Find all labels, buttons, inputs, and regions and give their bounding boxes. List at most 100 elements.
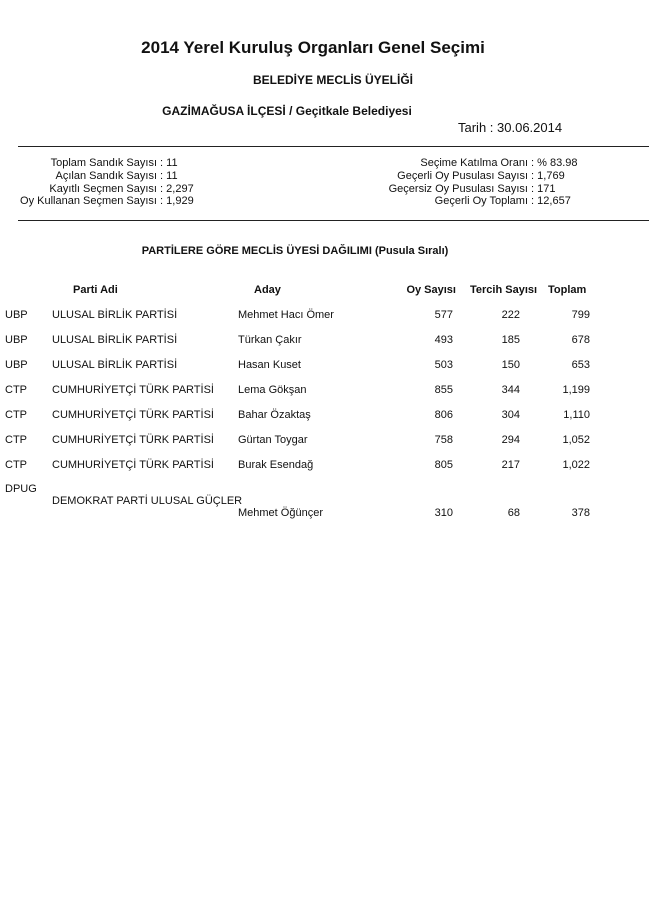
report-title: 2014 Yerel Kuruluş Organları Genel Seçim… [141, 38, 485, 57]
report-date: Tarih : 30.06.2014 [458, 120, 563, 135]
party-abbr: CTP [5, 409, 27, 421]
candidate-name: Türkan Çakır [238, 334, 302, 346]
total-votes: 378 [571, 507, 590, 519]
stat-value: 11 [166, 170, 178, 182]
candidate-name: Lema Gökşan [238, 384, 307, 396]
stat-label: Geçersiz Oy Pusulası Sayısı [388, 183, 528, 195]
header-total: Toplam [548, 284, 587, 296]
party-name: CUMHURİYETÇİ TÜRK PARTİSİ [52, 434, 214, 446]
preference-votes: 304 [501, 409, 520, 421]
stat-item: Açılan Sandık Sayısı : 11 [0, 170, 178, 182]
total-votes: 1,052 [562, 434, 590, 446]
preference-votes: 222 [501, 309, 520, 321]
stat-item: Kayıtlı Seçmen Sayısı : 2,297 [0, 183, 194, 195]
stat-value: 12,657 [537, 195, 571, 207]
stat-value: 1,929 [166, 195, 194, 207]
votes: 493 [434, 334, 453, 346]
stat-separator: : [528, 157, 538, 169]
preference-votes: 294 [501, 434, 520, 446]
district-name: GAZİMAĞUSA İLÇESİ / Geçitkale Belediyesi [162, 104, 412, 118]
total-votes: 1,110 [563, 409, 590, 421]
stat-separator: : [157, 157, 167, 169]
votes: 855 [434, 384, 453, 396]
candidate-name: Gürtan Toygar [238, 434, 308, 446]
header-candidate: Aday [254, 284, 281, 296]
divider-top [18, 146, 649, 147]
votes: 310 [434, 507, 453, 519]
stat-value: 2,297 [166, 183, 194, 195]
report-subtitle: BELEDİYE MECLİS ÜYELİĞİ [252, 73, 414, 87]
total-votes: 1,022 [562, 459, 590, 471]
stat-label: Seçime Katılma Oranı [420, 157, 528, 169]
stat-separator: : [528, 170, 538, 182]
header-party: Parti Adi [73, 284, 118, 296]
table-row: Mehmet Öğünçer 310 68 378 [0, 507, 649, 521]
party-abbr: DPUG [5, 483, 37, 495]
stat-separator: : [528, 183, 538, 195]
stat-separator: : [157, 170, 167, 182]
table-row: CTP CUMHURİYETÇİ TÜRK PARTİSİ Bahar Özak… [0, 409, 649, 423]
stat-value: 11 [166, 157, 178, 169]
divider-bottom [18, 220, 649, 221]
party-abbr: UBP [5, 309, 28, 321]
stat-value: 171 [537, 183, 556, 195]
stat-label: Toplam Sandık Sayısı [50, 157, 157, 169]
party-name: DEMOKRAT PARTİ ULUSAL GÜÇLER [52, 495, 243, 507]
stat-item: Seçime Katılma Oranı : % 83.98 [0, 157, 578, 169]
votes: 577 [434, 309, 453, 321]
stat-item: Oy Kullanan Seçmen Sayısı : 1,929 [0, 195, 194, 207]
table-row: UBP ULUSAL BİRLİK PARTİSİ Türkan Çakır 4… [0, 334, 649, 348]
preference-votes: 217 [501, 459, 520, 471]
table-row: CTP CUMHURİYETÇİ TÜRK PARTİSİ Lema Gökşa… [0, 384, 649, 398]
table-row: UBP ULUSAL BİRLİK PARTİSİ Mehmet Hacı Öm… [0, 309, 649, 323]
candidate-name: Burak Esendağ [238, 459, 314, 471]
party-abbr: CTP [5, 459, 27, 471]
stat-label: Oy Kullanan Seçmen Sayısı [20, 195, 157, 207]
stat-value: 1,769 [537, 170, 565, 182]
party-abbr: CTP [5, 384, 27, 396]
party-name: ULUSAL BİRLİK PARTİSİ [52, 334, 178, 346]
stat-label: Geçerli Oy Toplamı [434, 195, 528, 207]
party-abbr: CTP [5, 434, 27, 446]
stat-separator: : [157, 195, 167, 207]
header-preference: Tercih Sayısı [470, 284, 538, 296]
section-title: PARTİLERE GÖRE MECLİS ÜYESİ DAĞILIMI (Pu… [141, 245, 449, 257]
preference-votes: 68 [507, 507, 520, 519]
stat-item: Geçerli Oy Toplamı : 12,657 [0, 195, 571, 207]
party-abbr: UBP [5, 359, 28, 371]
party-abbr: UBP [5, 334, 28, 346]
stat-label: Açılan Sandık Sayısı [55, 170, 158, 182]
preference-votes: 344 [501, 384, 520, 396]
votes: 805 [434, 459, 453, 471]
stat-label: Geçerli Oy Pusulası Sayısı [397, 170, 528, 182]
party-name: CUMHURİYETÇİ TÜRK PARTİSİ [52, 409, 214, 421]
table-row-dpug-party: DEMOKRAT PARTİ ULUSAL GÜÇLER [0, 495, 649, 509]
votes: 503 [434, 359, 453, 371]
candidate-name: Bahar Özaktaş [238, 409, 311, 421]
header-votes: Oy Sayısı [406, 284, 456, 296]
preference-votes: 150 [501, 359, 520, 371]
total-votes: 678 [571, 334, 590, 346]
votes: 806 [434, 409, 453, 421]
stat-label: Kayıtlı Seçmen Sayısı [49, 183, 157, 195]
party-name: ULUSAL BİRLİK PARTİSİ [52, 309, 178, 321]
candidate-name: Mehmet Hacı Ömer [238, 309, 334, 321]
stat-item: Toplam Sandık Sayısı : 11 [0, 157, 178, 169]
total-votes: 1,199 [562, 384, 590, 396]
stat-value: % 83.98 [537, 157, 578, 169]
table-row-dpug-abbr: DPUG [0, 483, 649, 497]
total-votes: 799 [571, 309, 590, 321]
table-row: UBP ULUSAL BİRLİK PARTİSİ Hasan Kuset 50… [0, 359, 649, 373]
votes: 758 [434, 434, 453, 446]
stat-item: Geçersiz Oy Pusulası Sayısı : 171 [0, 183, 556, 195]
stat-separator: : [528, 195, 538, 207]
stat-separator: : [157, 183, 167, 195]
party-name: ULUSAL BİRLİK PARTİSİ [52, 359, 178, 371]
stat-item: Geçerli Oy Pusulası Sayısı : 1,769 [0, 170, 565, 182]
preference-votes: 185 [501, 334, 520, 346]
total-votes: 653 [571, 359, 590, 371]
candidate-name: Hasan Kuset [238, 359, 301, 371]
table-row: CTP CUMHURİYETÇİ TÜRK PARTİSİ Burak Esen… [0, 459, 649, 473]
candidate-name: Mehmet Öğünçer [238, 507, 323, 519]
table-row: CTP CUMHURİYETÇİ TÜRK PARTİSİ Gürtan Toy… [0, 434, 649, 448]
